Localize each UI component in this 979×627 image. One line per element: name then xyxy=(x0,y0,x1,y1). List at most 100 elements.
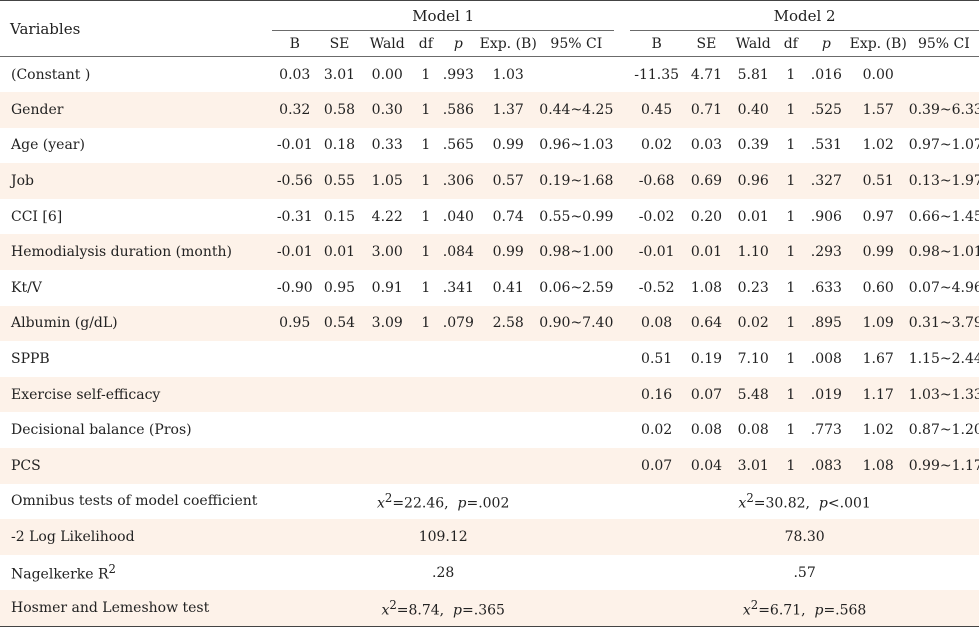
m1-cell xyxy=(539,341,614,377)
m1-cell xyxy=(478,448,539,484)
m2-cell: 1 xyxy=(786,137,796,154)
table-row: CCI [6] -0.31 0.15 4.22 1 .040 0.74 0.55~0.99 -0… xyxy=(0,199,979,235)
m1-cell: .306 xyxy=(442,173,474,190)
m2-cell: 0.31~3.79 xyxy=(908,315,979,332)
model1-summary: x2=22.46, p=.002 xyxy=(272,484,614,520)
m1-cell: .079 xyxy=(442,315,474,332)
summary-text: Nagelkerke R xyxy=(11,566,109,583)
summary-text: =30.82, xyxy=(753,495,811,512)
variable-label: (Constant ) xyxy=(11,66,91,83)
summary-text: Hosmer and Lemeshow test xyxy=(11,599,210,616)
m1-cell xyxy=(317,341,362,377)
m1-cell: .341 xyxy=(442,279,474,296)
m1-cell: .565 xyxy=(442,137,474,154)
m1-cell: 0.98~1.00 xyxy=(539,244,614,261)
model2-header: Model 2 xyxy=(630,0,979,31)
column-header-m1-3: df xyxy=(412,30,440,57)
m1-cell xyxy=(272,377,317,413)
summary-text: <.001 xyxy=(827,495,871,512)
m2-cell: 0.45 xyxy=(641,101,673,118)
model1-summary: 109.12 xyxy=(272,519,614,555)
m1-cell: 3.01 xyxy=(323,66,356,83)
column-header-m2-2: Wald xyxy=(729,30,777,57)
m1-cell xyxy=(439,377,478,413)
m2-cell: 1 xyxy=(786,66,796,83)
m1-cell: 0.90~7.40 xyxy=(539,315,614,332)
m1-cell: 0.33 xyxy=(371,137,403,154)
m2-cell: 0.99 xyxy=(862,244,894,261)
summary-text: =.568 xyxy=(823,602,867,619)
m1-cell: 1.37 xyxy=(492,101,524,118)
m2-cell: -11.35 xyxy=(634,66,680,83)
m1-cell: 0.57 xyxy=(492,173,524,190)
column-header-m2-0: B xyxy=(630,30,684,57)
table-row: Gender 0.32 0.58 0.30 1 .586 1.37 0.44~4.25 0.45… xyxy=(0,92,979,128)
m1-cell xyxy=(413,377,439,413)
m2-cell: 0.08 xyxy=(737,422,769,439)
summary-text: 109.12 xyxy=(418,529,468,546)
m1-cell xyxy=(478,341,539,377)
m1-cell xyxy=(413,341,439,377)
table-row: SPPB 0.51 0.19 7.10 1 .008 1.67 1.15~2.44 xyxy=(0,341,979,377)
m1-cell xyxy=(272,412,317,448)
column-header-m2-3: df xyxy=(776,30,806,57)
m2-cell: 0.19 xyxy=(690,351,723,368)
m2-cell: 1.67 xyxy=(862,351,894,368)
m2-cell: 1.15~2.44 xyxy=(908,351,979,368)
m1-cell: 0.58 xyxy=(323,101,356,118)
table-body: (Constant ) 0.03 3.01 0.00 1 .993 1.03 -11.35 4.… xyxy=(0,57,979,626)
summary-text: =6.71, xyxy=(758,602,806,619)
summary-row-loglik: -2 Log Likelihood 109.12 78.30 xyxy=(0,519,979,555)
m1-cell xyxy=(439,448,478,484)
model2-summary: x2=6.71, p=.568 xyxy=(630,590,979,626)
summary-text: 2 xyxy=(108,562,116,577)
m2-cell: 0.13~1.97 xyxy=(908,173,979,190)
summary-text: =8.74, xyxy=(396,602,445,619)
summary-label: Hosmer and Lemeshow test xyxy=(0,590,272,626)
m1-cell: 0.91 xyxy=(371,279,403,296)
summary-text: .28 xyxy=(432,564,455,581)
m1-cell: 1.03 xyxy=(492,66,524,83)
m1-cell: 2.58 xyxy=(492,315,524,332)
m2-cell: 5.81 xyxy=(737,66,769,83)
m2-cell: 0.60 xyxy=(862,279,894,296)
m1-cell: 3.09 xyxy=(371,315,403,332)
m2-cell: 1.17 xyxy=(862,386,894,403)
m2-cell: .008 xyxy=(810,351,842,368)
m1-cell: -0.01 xyxy=(276,137,313,154)
m2-cell: -0.52 xyxy=(638,279,675,296)
m1-cell: 1 xyxy=(421,101,431,118)
m2-cell: 0.98~1.01 xyxy=(908,244,979,261)
m1-cell xyxy=(413,412,439,448)
column-header-m1-6: 95% CI xyxy=(538,30,614,57)
m2-cell: 1.02 xyxy=(862,422,894,439)
m2-cell: .525 xyxy=(810,101,842,118)
m1-cell: 0.99 xyxy=(492,244,524,261)
m1-cell xyxy=(362,412,413,448)
variable-label: Kt/V xyxy=(11,279,42,296)
m2-cell: 0.23 xyxy=(737,279,769,296)
m1-cell: -0.56 xyxy=(276,173,313,190)
m1-cell: 1 xyxy=(421,173,431,190)
summary-text: p xyxy=(818,495,828,512)
variable-label: Gender xyxy=(11,101,64,118)
m2-cell: .633 xyxy=(810,279,842,296)
m2-cell: 0.69 xyxy=(690,173,723,190)
column-header-m1-0: B xyxy=(272,30,318,57)
summary-text: x xyxy=(738,495,747,512)
column-header-m2-6: 95% CI xyxy=(908,30,979,57)
m1-cell xyxy=(362,341,413,377)
m1-cell xyxy=(362,448,413,484)
m2-cell: 1.02 xyxy=(862,137,894,154)
summary-row-nagelkerke: Nagelkerke R2 .28 .57 xyxy=(0,555,979,591)
m1-cell: 1 xyxy=(421,66,431,83)
m1-cell: 1 xyxy=(421,244,431,261)
m1-cell xyxy=(362,377,413,413)
m1-cell: -0.01 xyxy=(276,244,313,261)
m2-cell: 0.01 xyxy=(737,208,769,225)
summary-text: p xyxy=(457,495,467,512)
summary-label: Omnibus tests of model coefficient xyxy=(0,484,272,520)
m1-cell xyxy=(539,377,614,413)
summary-label: -2 Log Likelihood xyxy=(0,519,272,555)
